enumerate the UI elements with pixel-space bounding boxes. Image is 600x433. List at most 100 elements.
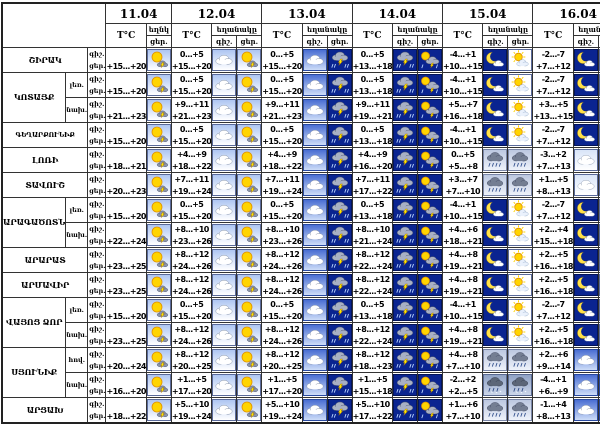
night-label: գիշ. bbox=[89, 175, 105, 183]
weather-icon-cell bbox=[211, 97, 238, 123]
cloud-light-icon bbox=[212, 224, 236, 246]
rain-grey-icon bbox=[508, 349, 532, 371]
night-temp: +8...+10 bbox=[355, 225, 390, 234]
night-label: գիշ. bbox=[89, 325, 105, 333]
weather-icon-cell bbox=[236, 97, 263, 123]
day-label: ցեր. bbox=[89, 387, 106, 395]
temp-cell: +2...+6 +9...+14 bbox=[532, 347, 574, 373]
night-temp bbox=[107, 274, 145, 286]
weather-icon-cell bbox=[417, 72, 444, 98]
temp-cell: +4...+6 +18...+21 bbox=[442, 222, 484, 248]
temp-cell: +7...+11 +17...+22 bbox=[351, 172, 394, 198]
sun-cloud-icon bbox=[508, 249, 532, 271]
cloud-blue-icon bbox=[574, 399, 598, 421]
weather-icon-cell bbox=[211, 147, 238, 173]
night-temp: -2...-7 bbox=[541, 200, 565, 209]
night-temp: +4...+8 bbox=[448, 275, 478, 284]
day-temp: +24...+26 bbox=[262, 287, 302, 296]
day-subheader: ցեր. bbox=[417, 35, 444, 48]
weather-icon-cell bbox=[326, 97, 353, 123]
weather-icon-cell bbox=[301, 222, 328, 248]
day-temp: +21...+23 bbox=[171, 112, 212, 121]
temp-cell: 0...+5 +15...+20 bbox=[261, 197, 303, 223]
day-temp: +13...+15 bbox=[533, 112, 573, 121]
forecast-row: ԳԵՂԱՐՔՈՒՆԻՔ գիշ. ցեր. +15...+20 0...+5 +15..… bbox=[1, 122, 600, 148]
weather-icon-cell bbox=[392, 47, 419, 73]
weather-icon-cell bbox=[572, 272, 599, 298]
temp-cell: +4...+9 +16...+20 bbox=[351, 147, 394, 173]
moon-cloud-icon bbox=[574, 274, 598, 296]
temp-header: T°C bbox=[442, 23, 484, 48]
region-cell: ՏԱՎՈՒՇ bbox=[1, 172, 89, 198]
weather-icon-cell bbox=[417, 47, 444, 73]
night-temp: +8...+12 bbox=[174, 275, 209, 284]
temp-cell: -4...+1 +10...+15 bbox=[442, 122, 484, 148]
night-subheader: գիշ. bbox=[392, 35, 419, 48]
day-temp: +18...+21 bbox=[443, 237, 483, 246]
zone-cell: նախ. bbox=[65, 322, 89, 348]
day-temp: +17...+20 bbox=[262, 387, 302, 396]
weather-icon-cell bbox=[507, 272, 534, 298]
cloud-blue-icon bbox=[303, 74, 327, 96]
weather-icon-cell bbox=[417, 372, 444, 398]
weather-icon-cell bbox=[236, 197, 263, 223]
night-temp: 0...+5 bbox=[360, 300, 385, 309]
temp-cell: +8...+12 +20...+25 bbox=[170, 347, 213, 373]
night-temp bbox=[107, 249, 145, 261]
sun-cloud-icon bbox=[508, 199, 532, 221]
night-temp bbox=[107, 349, 145, 361]
moon-cloud-icon bbox=[483, 249, 507, 271]
forecast-row: նախ. գիշ. ցեր. +16...+20 +1...+5 +17...+20 +1… bbox=[2, 372, 600, 398]
rain-dark-icon bbox=[508, 374, 532, 396]
cloud-blue-icon bbox=[303, 299, 327, 321]
night-label: գիշ. bbox=[89, 375, 105, 383]
weather-icon-cell bbox=[572, 372, 599, 398]
night-temp bbox=[107, 398, 145, 410]
storm-dark-icon bbox=[328, 149, 352, 171]
night-temp: +4...+8 bbox=[448, 325, 478, 334]
sun-storm-dark-icon bbox=[418, 199, 442, 221]
sun-storm-dark-icon bbox=[418, 374, 442, 396]
day-temp: +15...+20 bbox=[171, 62, 212, 71]
day-temp: +15...+20 bbox=[262, 137, 302, 146]
day-temp: +15...+18 bbox=[352, 387, 393, 396]
cloud-light-icon bbox=[212, 274, 236, 296]
cloud-blue-icon bbox=[303, 224, 327, 246]
storm-dark-icon bbox=[328, 374, 352, 396]
day-temp: +22...+24 bbox=[352, 262, 393, 271]
temp-cell: 0...+5 +15...+20 bbox=[261, 72, 303, 98]
storm-dark-icon bbox=[393, 74, 417, 96]
weather-icon-cell bbox=[392, 347, 419, 373]
day-temp: +13...+18 bbox=[352, 137, 393, 146]
daynight-label-cell: գիշ. ցեր. bbox=[87, 372, 107, 398]
weather-icon-cell bbox=[326, 397, 353, 424]
day-temp: +15...+20 bbox=[106, 312, 146, 321]
weather-icon-cell bbox=[301, 122, 328, 148]
temp-cell: 0...+5 +13...+18 bbox=[351, 297, 394, 323]
weather-icon-cell bbox=[392, 222, 419, 248]
forecast-row: ՇԻՐԱԿ գիշ. ցեր. +15...+20 0...+5 +15...+20 0.… bbox=[1, 47, 600, 73]
weather-icon-cell bbox=[301, 297, 328, 323]
night-temp: +5...+7 bbox=[448, 100, 478, 109]
temp-cell: +1...+5 +17...+20 bbox=[170, 372, 213, 398]
temp-cell: -4...+1 +10...+15 bbox=[442, 72, 484, 98]
weather-icon-cell bbox=[507, 47, 534, 73]
storm-dark-icon bbox=[328, 399, 352, 421]
sun-storm-dark-icon bbox=[418, 399, 442, 421]
day-temp: +16...+18 bbox=[533, 287, 573, 296]
weather-icon-cell bbox=[417, 247, 444, 273]
weather-icon-cell bbox=[211, 247, 238, 273]
weather-icon-cell bbox=[417, 397, 444, 424]
cloud-blue-icon bbox=[303, 149, 327, 171]
day-temp: +7...+12 bbox=[535, 137, 571, 146]
weather-icon-cell bbox=[211, 272, 238, 298]
daynight-label-cell: գիշ. ցեր. bbox=[87, 47, 107, 73]
cloud-blue-icon bbox=[574, 374, 598, 396]
day-temp: +24...+26 bbox=[171, 262, 212, 271]
day-temp: +16...+20 bbox=[106, 387, 146, 396]
temp-cell: +8...+12 +20...+25 bbox=[261, 347, 303, 373]
date-header: 15.04 bbox=[442, 2, 534, 24]
day-label: ցեր. bbox=[89, 62, 106, 70]
forecast-row: ԱՐՑԱԽ գիշ. ցեր. +18...+22 +5...+10 +19...+24… bbox=[1, 397, 600, 424]
night-temp: -2...-7 bbox=[541, 50, 565, 59]
